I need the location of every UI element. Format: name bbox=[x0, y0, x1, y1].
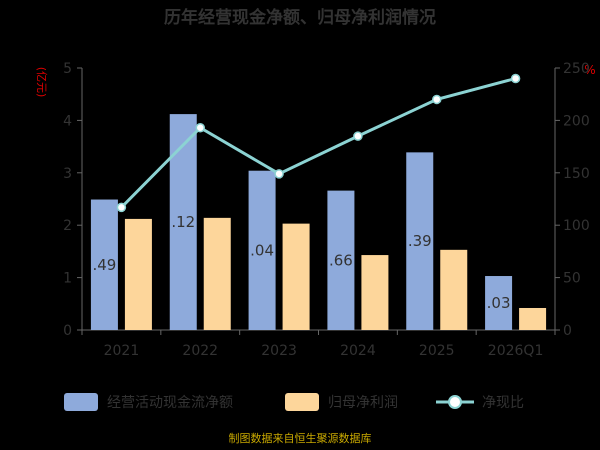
ratio-point bbox=[510, 73, 521, 84]
bar-cashflow bbox=[169, 114, 197, 330]
right-tick-label: 150 bbox=[563, 166, 590, 182]
footer-source: 制图数据来自恒生聚源数据库 bbox=[229, 431, 372, 445]
x-tick-label: 2025 bbox=[419, 343, 455, 359]
left-tick-label: 1 bbox=[63, 271, 72, 287]
left-axis-unit: (亿元) bbox=[35, 67, 48, 98]
bar-data-label: .03 bbox=[487, 294, 511, 312]
right-tick-label: 0 bbox=[563, 323, 572, 339]
bar-data-label: .66 bbox=[329, 251, 353, 269]
bar-data-label: .39 bbox=[408, 232, 432, 250]
bar-net-profit bbox=[440, 249, 468, 330]
left-tick-label: 0 bbox=[63, 323, 72, 339]
ratio-point bbox=[274, 169, 284, 179]
bar-data-label: .12 bbox=[171, 213, 195, 231]
bar-net-profit bbox=[361, 255, 389, 330]
chart-title: 历年经营现金净额、归母净利润情况 bbox=[164, 7, 436, 28]
ratio-point bbox=[353, 131, 363, 141]
right-tick-label: 50 bbox=[563, 271, 581, 287]
legend-line-marker bbox=[448, 395, 462, 409]
ratio-point bbox=[432, 94, 442, 105]
x-tick-label: 2021 bbox=[104, 343, 140, 359]
bar-cashflow bbox=[485, 276, 513, 330]
right-tick-label: 200 bbox=[563, 113, 590, 129]
ratio-polyline bbox=[120, 77, 516, 209]
x-tick-label: 2022 bbox=[182, 343, 218, 359]
right-tick-label: 250 bbox=[563, 61, 590, 77]
bar-data-label: .49 bbox=[92, 256, 116, 274]
x-tick-label: 2024 bbox=[340, 343, 376, 359]
bar-cashflow bbox=[90, 199, 118, 330]
legend-label: 净现比 bbox=[482, 395, 524, 411]
bars bbox=[90, 114, 547, 330]
bar-net-profit bbox=[203, 217, 231, 330]
x-tick-label: 2026Q1 bbox=[488, 343, 544, 359]
left-tick-label: 5 bbox=[63, 61, 72, 77]
ratio-line bbox=[116, 73, 521, 213]
bar-net-profit bbox=[282, 223, 310, 330]
legend-swatch bbox=[285, 393, 319, 411]
legend-label: 经营活动现金流净额 bbox=[107, 395, 233, 411]
bar-net-profit bbox=[519, 307, 547, 330]
left-tick-label: 3 bbox=[63, 166, 72, 182]
bar-net-profit bbox=[124, 218, 152, 330]
right-axis-unit: % bbox=[584, 63, 595, 77]
bar-cashflow bbox=[327, 190, 355, 330]
x-tick-label: 2023 bbox=[261, 343, 297, 359]
legend-swatch bbox=[64, 393, 98, 411]
bar-data-label: .04 bbox=[250, 241, 274, 259]
bar-cashflow bbox=[406, 152, 434, 330]
bar-cashflow bbox=[248, 170, 276, 330]
left-tick-label: 2 bbox=[63, 218, 72, 234]
left-tick-label: 4 bbox=[63, 113, 72, 129]
legend: 经营活动现金流净额 归母净利润 净现比 bbox=[64, 393, 524, 411]
ratio-point bbox=[116, 202, 127, 213]
legend-label: 归母净利润 bbox=[328, 394, 398, 411]
ratio-point bbox=[195, 122, 205, 133]
bar-labels: .49 .12 .04 .66 .39 .03 bbox=[92, 213, 510, 312]
right-tick-label: 100 bbox=[563, 218, 590, 234]
